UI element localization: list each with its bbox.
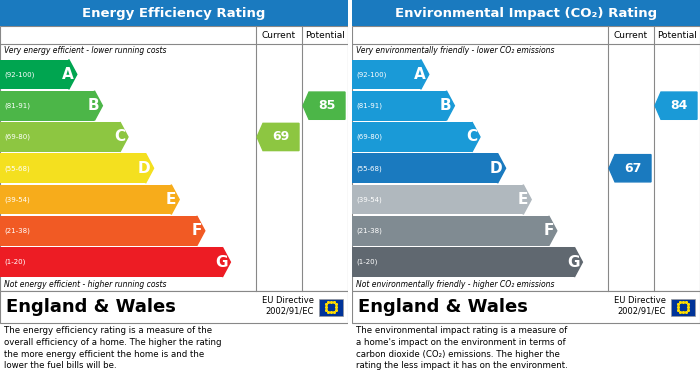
Text: E: E: [518, 192, 528, 207]
Text: 67: 67: [624, 162, 642, 175]
Bar: [0, 247, 223, 277]
Text: G: G: [215, 255, 228, 270]
Bar: [352, 0, 700, 26]
Text: The environmental impact rating is a measure of
a home's impact on the environme: The environmental impact rating is a mea…: [356, 326, 568, 370]
Bar: [671, 298, 695, 316]
Polygon shape: [257, 123, 299, 151]
Text: C: C: [466, 129, 477, 144]
Text: (21-38): (21-38): [356, 228, 382, 234]
Text: C: C: [114, 129, 125, 144]
Polygon shape: [146, 153, 153, 183]
Text: G: G: [567, 255, 580, 270]
Polygon shape: [498, 153, 505, 183]
Polygon shape: [197, 216, 205, 246]
Bar: [0, 26, 348, 291]
Polygon shape: [120, 122, 128, 152]
Bar: [0, 185, 172, 214]
Text: B: B: [88, 98, 99, 113]
Polygon shape: [655, 92, 697, 119]
Bar: [0, 59, 69, 89]
Text: (69-80): (69-80): [4, 134, 30, 140]
Text: (1-20): (1-20): [356, 259, 377, 265]
Text: (39-54): (39-54): [356, 196, 382, 203]
Text: Very environmentally friendly - lower CO₂ emissions: Very environmentally friendly - lower CO…: [356, 46, 554, 55]
Polygon shape: [575, 247, 582, 277]
Text: (55-68): (55-68): [356, 165, 382, 172]
Bar: [0, 0, 348, 26]
Text: (21-38): (21-38): [4, 228, 30, 234]
Polygon shape: [549, 216, 557, 246]
Polygon shape: [223, 247, 230, 277]
Text: A: A: [62, 67, 74, 82]
Text: Environmental Impact (CO₂) Rating: Environmental Impact (CO₂) Rating: [395, 7, 657, 20]
Bar: [352, 185, 523, 214]
Bar: [0, 91, 94, 120]
Text: Current: Current: [262, 30, 296, 39]
Text: D: D: [490, 161, 503, 176]
Polygon shape: [472, 122, 480, 152]
Text: E: E: [166, 192, 176, 207]
Text: (55-68): (55-68): [4, 165, 29, 172]
Bar: [352, 91, 447, 120]
Text: 85: 85: [318, 99, 336, 112]
Text: EU Directive
2002/91/EC: EU Directive 2002/91/EC: [262, 296, 314, 316]
Bar: [352, 153, 498, 183]
Polygon shape: [447, 91, 454, 120]
Polygon shape: [69, 59, 77, 89]
Polygon shape: [172, 185, 179, 214]
Text: (81-91): (81-91): [356, 102, 382, 109]
Text: Not environmentally friendly - higher CO₂ emissions: Not environmentally friendly - higher CO…: [356, 280, 554, 289]
Bar: [352, 216, 549, 246]
Text: (92-100): (92-100): [4, 71, 34, 78]
Text: Energy Efficiency Rating: Energy Efficiency Rating: [83, 7, 266, 20]
Bar: [352, 291, 700, 323]
Text: (69-80): (69-80): [356, 134, 382, 140]
Text: EU Directive
2002/91/EC: EU Directive 2002/91/EC: [614, 296, 666, 316]
Bar: [352, 59, 421, 89]
Text: A: A: [414, 67, 426, 82]
Text: (1-20): (1-20): [4, 259, 25, 265]
Bar: [352, 122, 472, 152]
Text: Potential: Potential: [305, 30, 345, 39]
Bar: [352, 26, 700, 291]
Text: Potential: Potential: [657, 30, 697, 39]
Polygon shape: [421, 59, 429, 89]
Bar: [0, 216, 197, 246]
Text: F: F: [543, 223, 554, 239]
Text: (92-100): (92-100): [356, 71, 386, 78]
Text: D: D: [138, 161, 150, 176]
Bar: [352, 247, 575, 277]
Text: Very energy efficient - lower running costs: Very energy efficient - lower running co…: [4, 46, 167, 55]
Text: England & Wales: England & Wales: [358, 298, 528, 316]
Polygon shape: [523, 185, 531, 214]
Bar: [0, 122, 120, 152]
Text: (39-54): (39-54): [4, 196, 29, 203]
Text: The energy efficiency rating is a measure of the
overall efficiency of a home. T: The energy efficiency rating is a measur…: [4, 326, 221, 370]
Bar: [319, 298, 343, 316]
Text: (81-91): (81-91): [4, 102, 30, 109]
Bar: [0, 153, 146, 183]
Text: Not energy efficient - higher running costs: Not energy efficient - higher running co…: [4, 280, 167, 289]
Text: 69: 69: [272, 131, 290, 143]
Polygon shape: [609, 154, 651, 182]
Bar: [348, 0, 352, 391]
Polygon shape: [303, 92, 345, 119]
Text: B: B: [440, 98, 452, 113]
Text: 84: 84: [671, 99, 687, 112]
Bar: [0, 291, 348, 323]
Text: Current: Current: [614, 30, 648, 39]
Polygon shape: [94, 91, 102, 120]
Text: England & Wales: England & Wales: [6, 298, 176, 316]
Text: F: F: [191, 223, 202, 239]
